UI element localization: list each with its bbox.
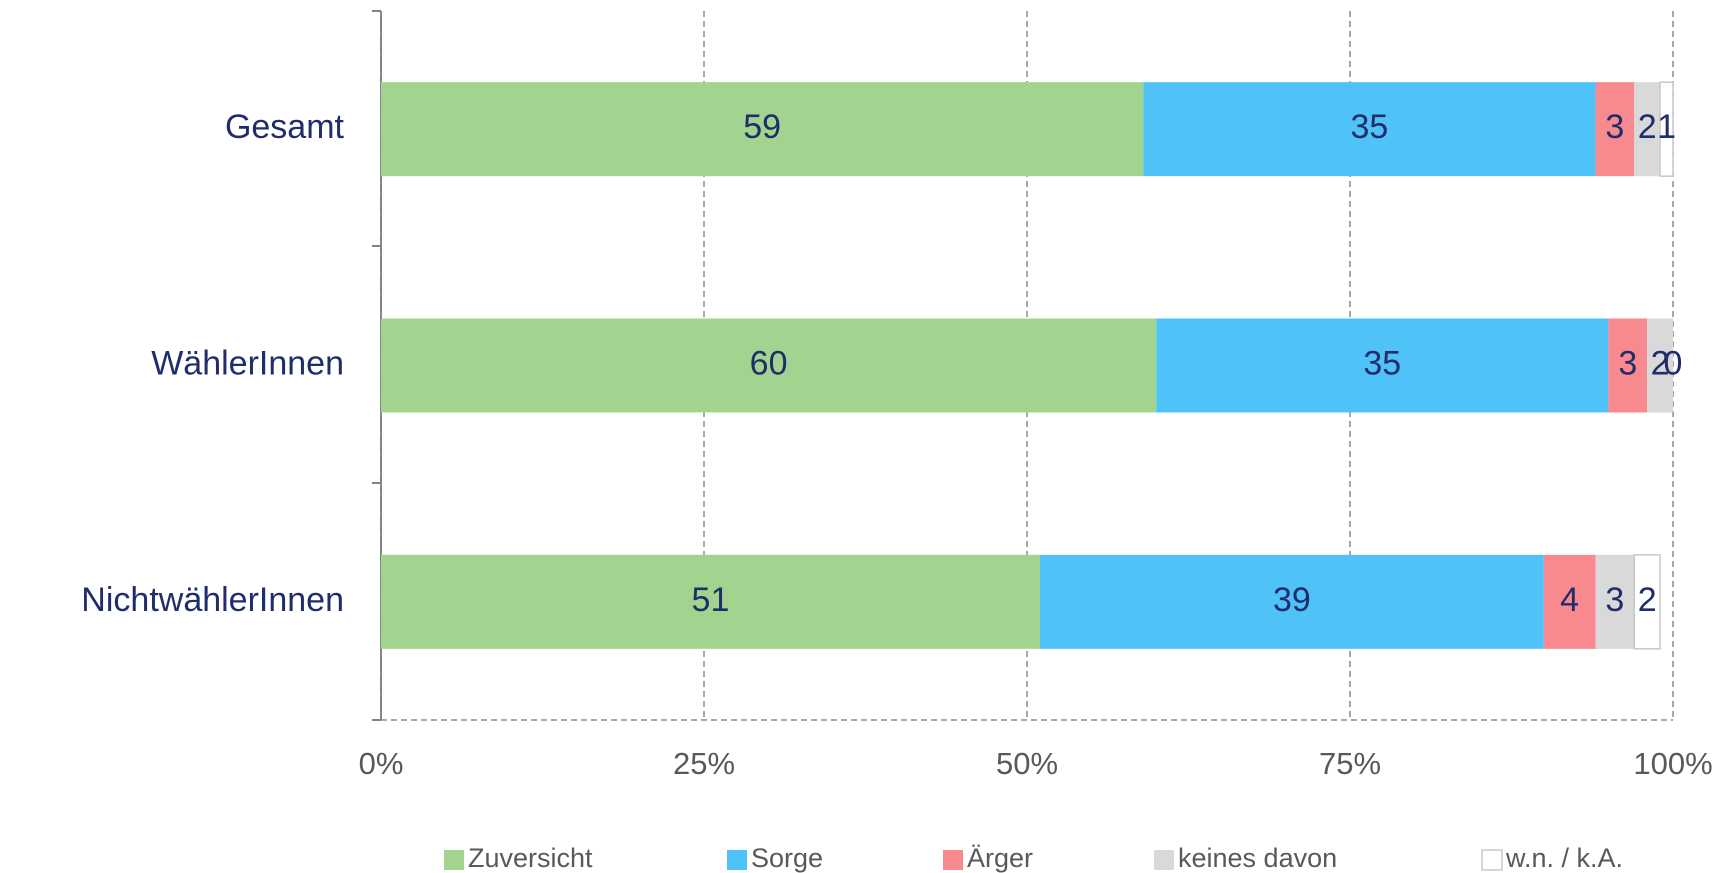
value-label: 2 (1651, 344, 1670, 382)
value-label: 59 (743, 108, 781, 146)
bar-segment (1543, 554, 1596, 649)
value-label: 0 (1664, 344, 1683, 382)
value-label: 51 (692, 581, 730, 619)
legend-label: Sorge (751, 843, 823, 873)
legend-label: Zuversicht (468, 843, 593, 873)
x-tick-label: 100% (1633, 746, 1712, 781)
category-label: Gesamt (225, 108, 345, 146)
value-label: 3 (1618, 344, 1637, 382)
bar-segment (1633, 554, 1661, 650)
bar-segment (1156, 318, 1609, 413)
bar-segment (1647, 318, 1673, 413)
bar-segment (381, 554, 1040, 649)
value-label: 4 (1560, 581, 1579, 619)
value-label: 35 (1363, 344, 1401, 382)
legend-swatch (1154, 850, 1174, 870)
x-tick-label: 50% (996, 746, 1058, 781)
legend-label: w.n. / k.A. (1505, 843, 1623, 873)
value-label: 3 (1605, 581, 1624, 619)
bar-segment (1143, 82, 1596, 177)
value-label: 2 (1638, 581, 1657, 619)
value-label: 39 (1273, 581, 1311, 619)
x-tick-label: 25% (673, 746, 735, 781)
legend-label: keines davon (1178, 843, 1337, 873)
bar-segment (1595, 554, 1635, 649)
value-label: 60 (750, 344, 788, 382)
category-label: NichtwählerInnen (81, 581, 344, 619)
bar-segment (381, 318, 1157, 413)
legend-swatch (444, 850, 464, 870)
bar-segment (381, 82, 1144, 177)
x-tick-label: 75% (1319, 746, 1381, 781)
legend-swatch (1481, 849, 1503, 871)
value-label: 3 (1605, 108, 1624, 146)
value-label: 35 (1350, 108, 1388, 146)
legend-label: Ärger (967, 843, 1033, 873)
x-tick-label: 0% (359, 746, 404, 781)
bar-segment (1608, 318, 1648, 413)
legend-swatch (727, 850, 747, 870)
bar-segment (1595, 82, 1635, 177)
value-label: 2 (1638, 108, 1657, 146)
bar-segment (1039, 554, 1544, 649)
bar-segment (1634, 82, 1661, 177)
bar-segment (1659, 81, 1674, 177)
value-label: 1 (1657, 108, 1676, 146)
category-label: WählerInnen (151, 344, 344, 382)
legend-swatch (943, 850, 963, 870)
